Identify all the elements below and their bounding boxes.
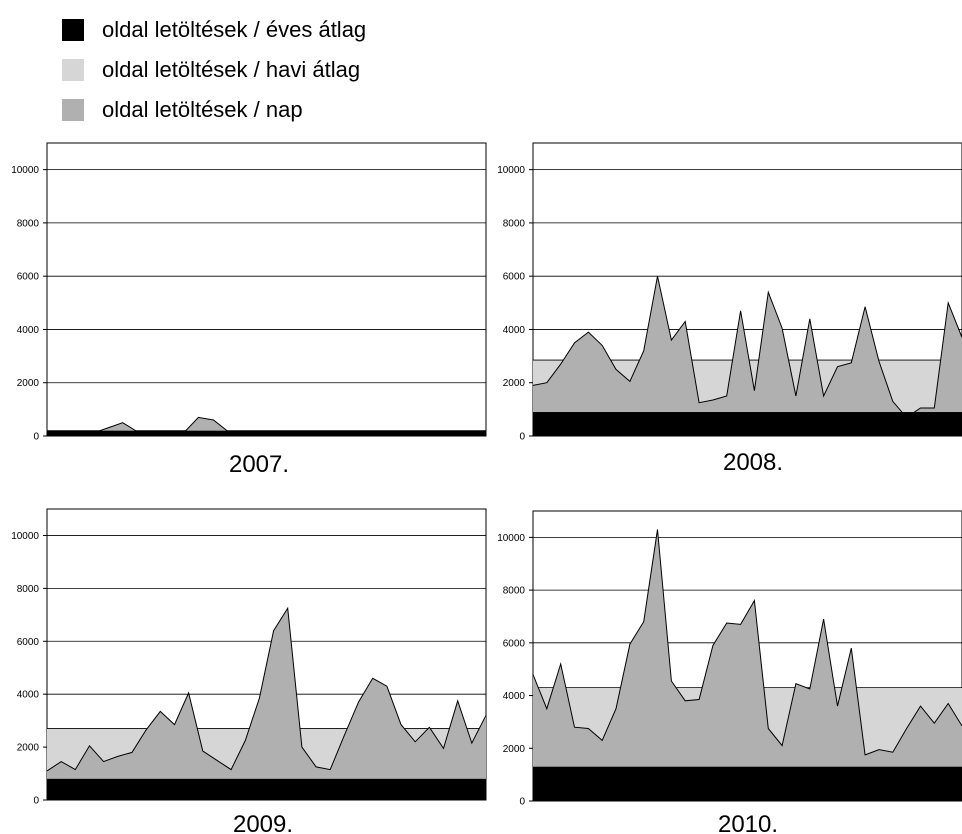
y-tick-label: 4000 bbox=[17, 325, 40, 336]
daily-area bbox=[533, 276, 962, 436]
legend-item-daily: oldal letöltések / nap bbox=[62, 90, 366, 130]
legend-label-daily: oldal letöltések / nap bbox=[102, 97, 303, 122]
y-tick-label: 0 bbox=[519, 797, 525, 808]
y-tick-label: 6000 bbox=[503, 272, 526, 283]
chart-year-label: 2010. bbox=[718, 811, 778, 834]
legend-item-yearly-average: oldal letöltések / éves átlag bbox=[62, 10, 366, 50]
y-tick-label: 4000 bbox=[503, 691, 526, 702]
legend-swatch-daily bbox=[62, 99, 84, 121]
daily-area bbox=[47, 608, 486, 800]
y-tick-label: 6000 bbox=[503, 638, 526, 649]
y-tick-label: 0 bbox=[519, 432, 525, 443]
chart-4: 0 2000 4000 6000 8000 10000 2010. bbox=[497, 510, 962, 834]
y-tick-label: 0 bbox=[33, 432, 39, 443]
legend-item-monthly-average: oldal letöltések / havi átlag bbox=[62, 50, 366, 90]
yearly-average-band bbox=[47, 430, 486, 436]
chart-year-label: 2007. bbox=[229, 451, 289, 478]
y-tick-label: 10000 bbox=[11, 531, 39, 542]
yearly-average-band bbox=[533, 412, 962, 436]
legend-label-yearly-average: oldal letöltések / éves átlag bbox=[102, 17, 367, 42]
y-tick-label: 4000 bbox=[503, 325, 526, 336]
legend: oldal letöltések / éves átlag oldal letö… bbox=[62, 10, 366, 130]
daily-line bbox=[532, 529, 962, 756]
daily-line bbox=[532, 276, 962, 419]
y-tick-label: 0 bbox=[33, 796, 39, 807]
chart-year-label: 2008. bbox=[723, 449, 783, 476]
y-tick-label: 2000 bbox=[17, 743, 40, 754]
chart-2: 0 2000 4000 6000 8000 10000 2008. bbox=[497, 142, 962, 476]
y-tick-label: 8000 bbox=[503, 586, 526, 597]
y-tick-label: 2000 bbox=[17, 378, 40, 389]
plot-area bbox=[46, 142, 487, 437]
y-tick-label: 10000 bbox=[11, 165, 39, 176]
legend-swatch-monthly-average bbox=[62, 59, 84, 81]
daily-line bbox=[46, 606, 487, 772]
chart-3: 0 2000 4000 6000 8000 10000 2009. bbox=[11, 508, 487, 834]
y-tick-label: 8000 bbox=[503, 218, 526, 229]
yearly-average-band bbox=[533, 766, 962, 801]
daily-area bbox=[533, 529, 962, 801]
y-tick-label: 10000 bbox=[497, 165, 525, 176]
y-tick-label: 10000 bbox=[497, 533, 525, 544]
y-tick-label: 6000 bbox=[17, 637, 40, 648]
legend-label-monthly-average: oldal letöltések / havi átlag bbox=[102, 57, 361, 82]
chart-year-label: 2009. bbox=[233, 811, 293, 834]
y-tick-label: 8000 bbox=[17, 584, 40, 595]
y-tick-label: 6000 bbox=[17, 272, 40, 283]
y-tick-label: 4000 bbox=[17, 690, 40, 701]
legend-swatch-yearly-average bbox=[62, 19, 84, 41]
y-tick-label: 2000 bbox=[503, 378, 526, 389]
yearly-average-band bbox=[47, 778, 486, 800]
y-tick-label: 8000 bbox=[17, 218, 40, 229]
chart-1: 0 2000 4000 6000 8000 10000 2007. bbox=[11, 142, 487, 478]
y-tick-label: 2000 bbox=[503, 744, 526, 755]
